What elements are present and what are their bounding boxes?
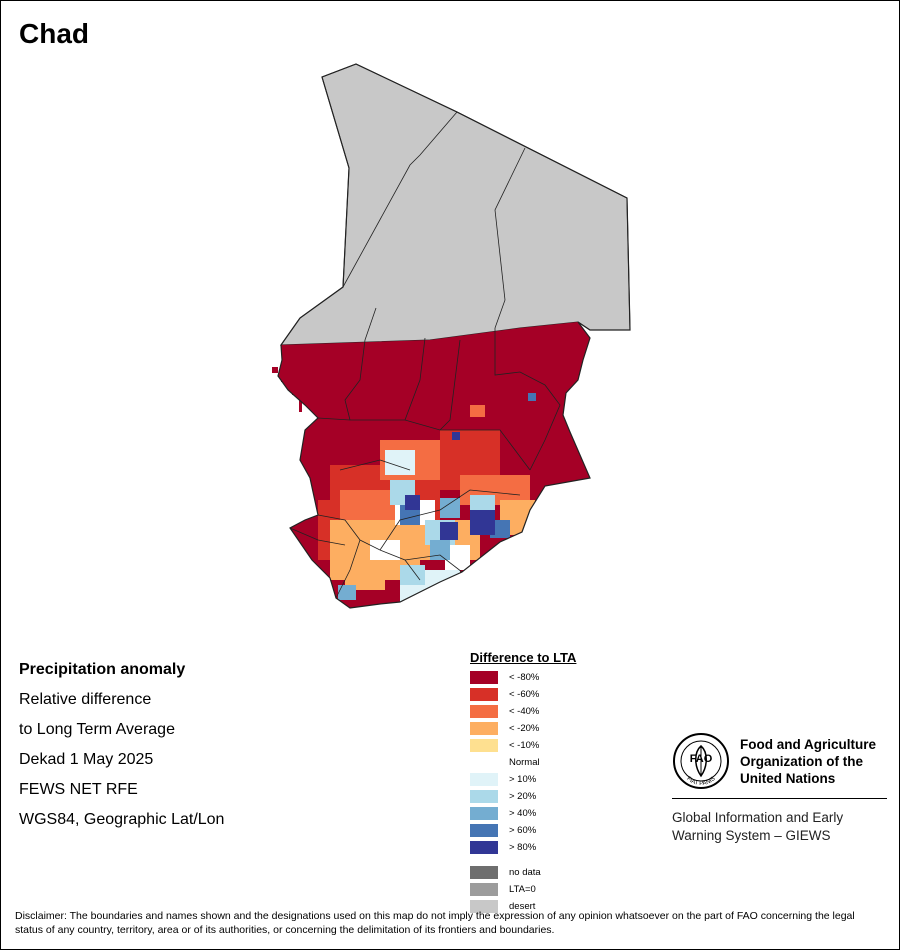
info-period: Dekad 1 May 2025 bbox=[19, 751, 154, 768]
legend-item-label: < -40% bbox=[509, 706, 540, 717]
info-source: FEWS NET RFE bbox=[19, 781, 138, 798]
legend-extra-item-swatch bbox=[470, 883, 498, 896]
map-title: Chad bbox=[19, 18, 89, 49]
legend-item-label: < -60% bbox=[509, 689, 540, 700]
legend-item-row: > 80% bbox=[470, 839, 670, 856]
fao-logo-text: FAO bbox=[690, 753, 713, 765]
legend-item-label: > 10% bbox=[509, 774, 537, 785]
fao-org-line-2: Organization of the bbox=[740, 753, 863, 769]
fao-logo-row: FAO FIAT PANIS Food and Agriculture Orga… bbox=[672, 732, 887, 790]
legend-item-swatch bbox=[470, 739, 498, 752]
giews-name: Global Information and Early Warning Sys… bbox=[672, 809, 887, 845]
legend-items: < -80% < -60% < -40% < -20% < -10% Normal > 10… bbox=[470, 669, 670, 856]
legend: Difference to LTA < -80% < -60% < -40% < -2… bbox=[470, 650, 670, 915]
legend-extra-item-row: desert bbox=[470, 898, 670, 915]
legend-item-swatch bbox=[470, 841, 498, 854]
legend-item-row: < -80% bbox=[470, 669, 670, 686]
legend-item-label: Normal bbox=[509, 757, 540, 768]
chad-map bbox=[260, 58, 640, 618]
legend-item-swatch bbox=[470, 790, 498, 803]
fao-motto: FIAT PANIS bbox=[685, 776, 716, 787]
legend-item-row: > 60% bbox=[470, 822, 670, 839]
fao-org-name: Food and Agriculture Organization of the… bbox=[740, 736, 876, 787]
legend-item-row: < -10% bbox=[470, 737, 670, 754]
legend-item-label: > 40% bbox=[509, 808, 537, 819]
legend-item-swatch bbox=[470, 807, 498, 820]
legend-item-swatch bbox=[470, 824, 498, 837]
legend-item-swatch bbox=[470, 756, 498, 769]
legend-item-label: > 60% bbox=[509, 825, 537, 836]
country-border bbox=[277, 63, 631, 609]
legend-item-swatch bbox=[470, 705, 498, 718]
disclaimer: Disclaimer: The boundaries and names sho… bbox=[15, 910, 855, 936]
fao-org-line-1: Food and Agriculture bbox=[740, 736, 876, 752]
legend-item-label: < -20% bbox=[509, 723, 540, 734]
legend-extra-item-label: desert bbox=[509, 901, 536, 912]
fao-branding: FAO FIAT PANIS Food and Agriculture Orga… bbox=[672, 732, 887, 845]
legend-extra-item-row: no data bbox=[470, 864, 670, 881]
legend-item-label: < -10% bbox=[509, 740, 540, 751]
legend-title: Difference to LTA bbox=[470, 650, 577, 665]
fao-org-line-3: United Nations bbox=[740, 770, 836, 786]
legend-extra-item-label: LTA=0 bbox=[509, 884, 536, 895]
info-heading: Precipitation anomaly bbox=[19, 661, 186, 678]
legend-item-row: < -20% bbox=[470, 720, 670, 737]
legend-item-swatch bbox=[470, 688, 498, 701]
info-line-2: to Long Term Average bbox=[19, 721, 175, 738]
legend-item-swatch bbox=[470, 671, 498, 684]
legend-item-row: > 20% bbox=[470, 788, 670, 805]
giews-line-1: Global Information and Early bbox=[672, 810, 844, 825]
giews-line-2: Warning System – GIEWS bbox=[672, 828, 831, 843]
legend-item-row: Normal bbox=[470, 754, 670, 771]
legend-item-swatch bbox=[470, 722, 498, 735]
legend-extra-item-row: LTA=0 bbox=[470, 881, 670, 898]
info-projection: WGS84, Geographic Lat/Lon bbox=[19, 811, 225, 828]
legend-item-row: > 40% bbox=[470, 805, 670, 822]
legend-extra-item-label: no data bbox=[509, 867, 541, 878]
fao-divider bbox=[672, 798, 887, 799]
desert-region bbox=[280, 63, 631, 346]
info-line-1: Relative difference bbox=[19, 691, 152, 708]
legend-gap bbox=[470, 856, 670, 864]
legend-item-row: < -40% bbox=[470, 703, 670, 720]
legend-extra-items: no data LTA=0 desert bbox=[470, 864, 670, 915]
svg-text:FIAT PANIS: FIAT PANIS bbox=[685, 776, 716, 787]
legend-item-row: < -60% bbox=[470, 686, 670, 703]
legend-item-label: > 80% bbox=[509, 842, 537, 853]
legend-extra-item-swatch bbox=[470, 900, 498, 913]
fao-logo-icon: FAO FIAT PANIS bbox=[673, 733, 729, 789]
legend-item-label: < -80% bbox=[509, 672, 540, 683]
legend-item-swatch bbox=[470, 773, 498, 786]
legend-extra-item-swatch bbox=[470, 866, 498, 879]
legend-item-row: > 10% bbox=[470, 771, 670, 788]
legend-item-label: > 20% bbox=[509, 791, 537, 802]
map-info: Precipitation anomaly Relative differenc… bbox=[19, 655, 224, 835]
